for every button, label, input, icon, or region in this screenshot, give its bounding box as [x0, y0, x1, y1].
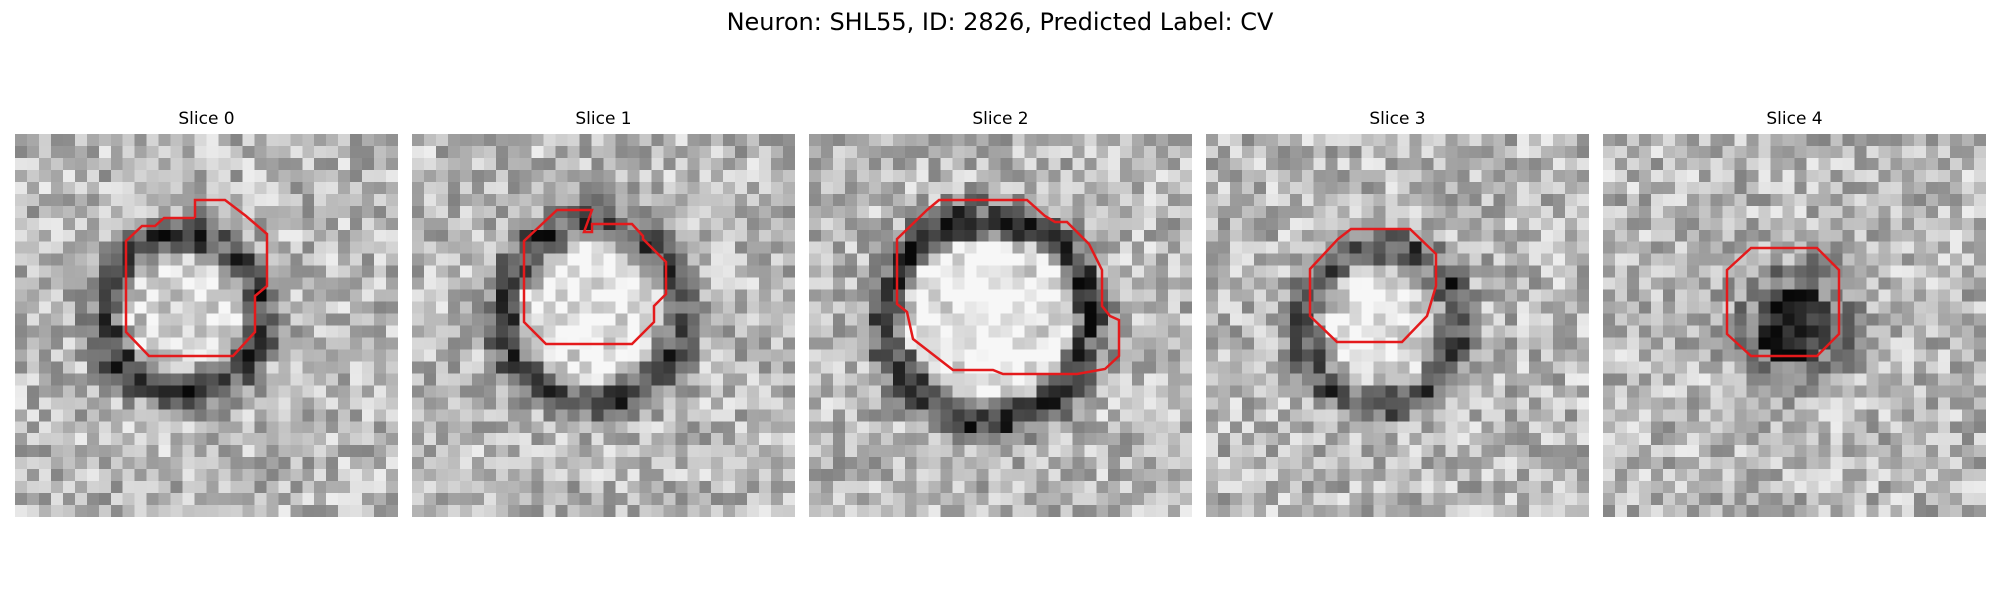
- cell-contour-0: [124, 198, 269, 358]
- contour-overlay-4: [1725, 246, 1841, 358]
- contour-overlay-3: [1308, 227, 1438, 344]
- cell-contour-4: [1725, 246, 1841, 358]
- slice-image-2: [809, 134, 1192, 517]
- slice-image-3: [1206, 134, 1589, 517]
- contour-overlay-1: [522, 208, 668, 346]
- figure-title: Neuron: SHL55, ID: 2826, Predicted Label…: [726, 8, 1274, 36]
- slice-panel-3: Slice 3: [1206, 108, 1589, 517]
- contour-overlay-0: [124, 198, 269, 358]
- slice-panel-0: Slice 0: [15, 108, 398, 517]
- slice-image-4: [1603, 134, 1986, 517]
- slice-title-1: Slice 1: [575, 109, 632, 129]
- slice-panel-2: Slice 2: [809, 108, 1192, 517]
- slice-panel-1: Slice 1: [412, 108, 795, 517]
- slice-title-0: Slice 0: [178, 109, 235, 129]
- slice-panel-4: Slice 4: [1603, 108, 1986, 517]
- slice-image-1: [412, 134, 795, 517]
- slice-title-2: Slice 2: [972, 109, 1029, 129]
- contour-overlay-2: [895, 198, 1121, 376]
- cell-contour-2: [895, 198, 1121, 376]
- cell-contour-1: [522, 208, 668, 346]
- cell-contour-3: [1308, 227, 1438, 344]
- slice-title-3: Slice 3: [1369, 109, 1426, 129]
- slice-image-0: [15, 134, 398, 517]
- slice-title-4: Slice 4: [1766, 109, 1823, 129]
